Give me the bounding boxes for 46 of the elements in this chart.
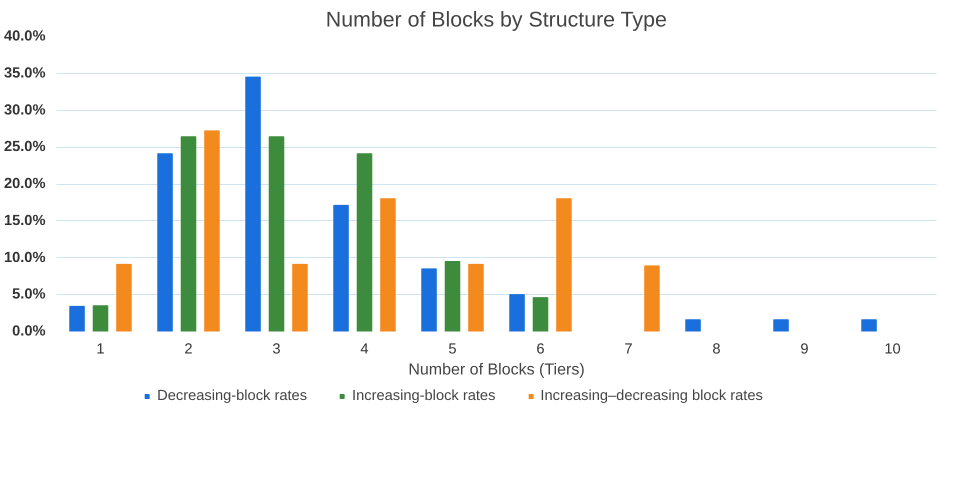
bar (69, 306, 85, 332)
bar (333, 204, 349, 332)
y-tick-label: 30.0% (4, 102, 46, 118)
bar (292, 264, 308, 332)
bar (356, 153, 372, 332)
legend-label: Increasing–decreasing block rates (540, 388, 763, 404)
x-tick-label: 8 (712, 342, 721, 358)
bar (468, 264, 484, 332)
x-tick-label: 10 (884, 342, 901, 358)
legend-label: Decreasing-block rates (157, 388, 308, 404)
legend-label: Increasing-block rates (352, 388, 496, 404)
bar (268, 136, 284, 332)
x-tick-label: 4 (360, 342, 369, 358)
bar (509, 294, 525, 332)
x-tick-label: 6 (536, 342, 545, 358)
bar (421, 268, 437, 332)
x-tick-label: 5 (448, 342, 457, 358)
bar (157, 153, 173, 332)
bar (180, 136, 196, 332)
bar (556, 198, 572, 332)
x-tick-label: 9 (800, 342, 809, 358)
y-tick-label: 35.0% (4, 65, 46, 82)
y-tick-label: 25.0% (4, 139, 46, 156)
bar (92, 305, 108, 332)
bar (773, 319, 789, 332)
y-tick-label: 40.0% (4, 28, 46, 44)
y-tick-label: 10.0% (4, 250, 46, 266)
x-tick-label: 3 (272, 342, 281, 358)
chart-title: Number of Blocks by Structure Type (326, 8, 667, 32)
bar (380, 198, 396, 332)
bar (204, 130, 220, 332)
x-tick-label: 7 (624, 342, 633, 358)
bar (861, 319, 877, 332)
x-axis-title: Number of Blocks (Tiers) (408, 362, 585, 378)
bar (444, 260, 460, 332)
y-tick-label: 5.0% (12, 286, 46, 303)
y-tick-label: 15.0% (4, 212, 46, 229)
bar (245, 76, 261, 332)
y-tick-label: 0.0% (12, 324, 46, 340)
bar (532, 297, 548, 332)
bar (685, 319, 701, 332)
bar (116, 264, 132, 332)
x-tick-label: 1 (96, 342, 105, 358)
bar (644, 265, 660, 332)
x-tick-label: 2 (184, 342, 193, 358)
y-tick-label: 20.0% (4, 176, 46, 192)
